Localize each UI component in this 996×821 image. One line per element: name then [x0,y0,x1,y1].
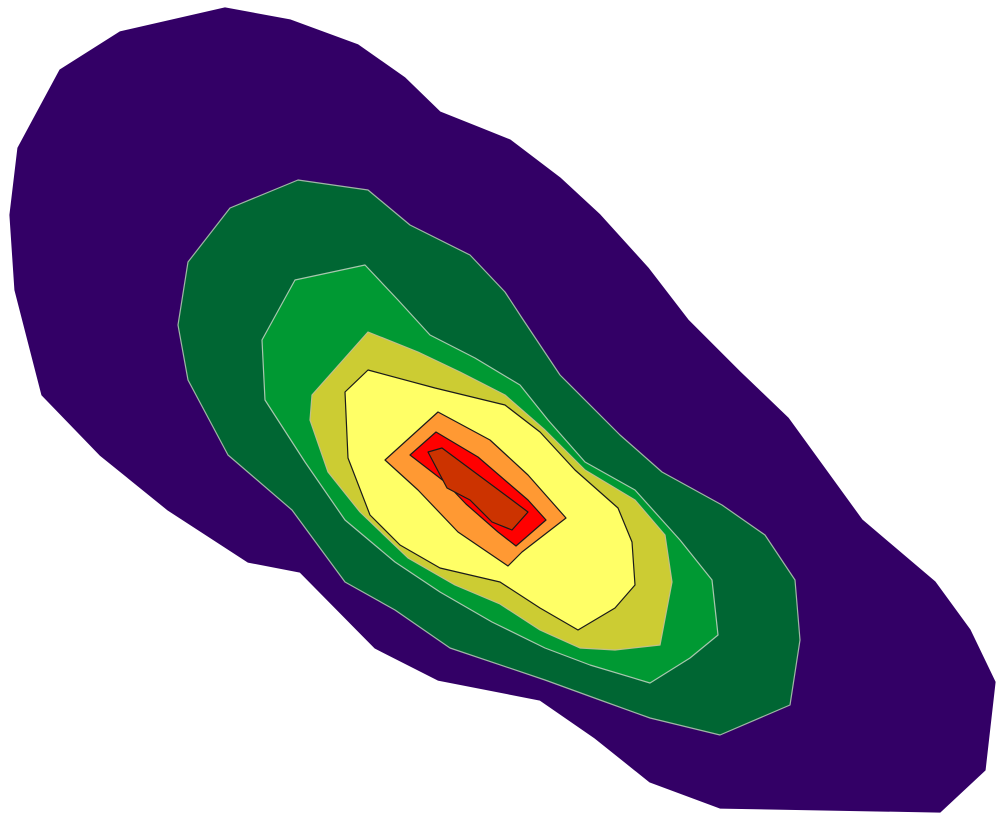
contour-band-level-8 [427,447,529,531]
